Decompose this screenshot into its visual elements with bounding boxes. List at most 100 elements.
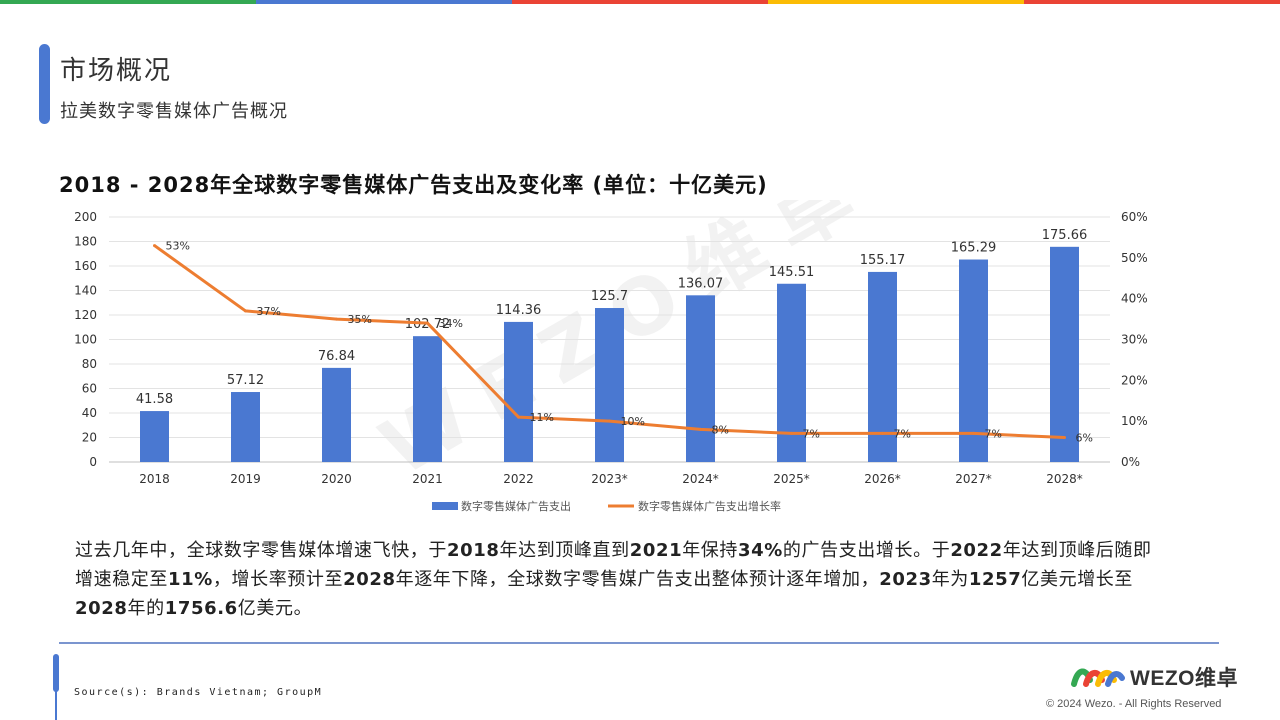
x-tick-label: 2024*: [682, 472, 719, 486]
y-left-tick-label: 0: [89, 455, 97, 469]
line-value-label: 7%: [985, 427, 1002, 440]
line-value-label: 34%: [439, 317, 463, 330]
y-right-tick-label: 40%: [1121, 292, 1148, 306]
line-value-label: 37%: [257, 305, 281, 318]
line-value-label: 53%: [166, 240, 190, 253]
footer-divider: [59, 642, 1219, 644]
bar-value-label: 165.29: [951, 241, 997, 256]
bar: [959, 259, 988, 462]
y-right-tick-label: 10%: [1121, 414, 1148, 428]
y-left-tick-label: 20: [82, 431, 97, 445]
top-bar-segment: [1024, 0, 1280, 4]
summary-paragraph: 过去几年中，全球数字零售媒体增速飞快，于2018年达到顶峰直到2021年保持34…: [75, 536, 1165, 623]
x-tick-label: 2018: [139, 472, 170, 486]
x-tick-label: 2028*: [1046, 472, 1083, 486]
x-tick-label: 2021: [412, 472, 443, 486]
summary-text: ，增长率预计至: [212, 569, 344, 590]
wezo-logo-icon: [1071, 668, 1125, 687]
brand-logo: WEZO维卓: [1070, 662, 1238, 692]
line-value-label: 6%: [1076, 432, 1093, 445]
bar-value-label: 114.36: [496, 303, 542, 318]
line-value-label: 35%: [348, 313, 372, 326]
summary-highlight: 34%: [738, 540, 783, 561]
legend-label: 数字零售媒体广告支出增长率: [638, 499, 781, 513]
x-tick-label: 2022: [503, 472, 534, 486]
y-right-tick-label: 0%: [1121, 455, 1140, 469]
bar-value-label: 125.7: [591, 289, 628, 304]
x-tick-label: 2025*: [773, 472, 810, 486]
summary-highlight: 2021: [629, 540, 683, 561]
summary-highlight: 2022: [950, 540, 1003, 561]
copyright-text: © 2024 Wezo. - All Rights Reserved: [1046, 698, 1222, 710]
summary-text: 亿美元。: [237, 598, 313, 619]
y-right-tick-label: 50%: [1121, 251, 1148, 265]
line-point: [426, 321, 429, 325]
legend-label: 数字零售媒体广告支出: [461, 499, 571, 513]
bar: [504, 321, 533, 462]
line-point: [1063, 436, 1066, 439]
line-point: [153, 244, 156, 248]
summary-text: 年为: [931, 569, 969, 590]
x-tick-label: 2026*: [864, 472, 901, 486]
line-point: [608, 419, 611, 423]
bar-value-label: 76.84: [318, 349, 355, 364]
watermark-text: WEZO维卓: [366, 200, 887, 494]
line-point: [699, 427, 702, 431]
top-bar-segment: [768, 0, 1024, 4]
bar: [686, 295, 715, 462]
logo-wordmark: WEZO维卓: [1130, 667, 1238, 690]
footer-accent-bar: [53, 654, 59, 692]
chart-title: 2018 - 2028年全球数字零售媒体广告支出及变化率 (单位：十亿美元): [59, 173, 768, 197]
y-left-tick-label: 100: [74, 333, 97, 347]
summary-text: 的广告支出增长。于: [782, 540, 951, 561]
line-value-label: 8%: [712, 423, 729, 436]
line-point: [244, 309, 247, 313]
y-left-tick-label: 200: [74, 210, 97, 224]
page-subtitle: 拉美数字零售媒体广告概况: [60, 101, 288, 122]
summary-highlight: 2023: [879, 569, 932, 590]
bar: [868, 271, 897, 462]
y-left-tick-label: 180: [74, 235, 97, 249]
bar: [413, 336, 442, 462]
summary-text: 年达到顶峰后随即增速稳定至: [75, 540, 1152, 590]
summary-highlight: 2018: [447, 540, 500, 561]
x-tick-label: 2023*: [591, 472, 628, 486]
y-left-tick-label: 160: [74, 259, 97, 273]
summary-text: 年保持: [682, 540, 739, 561]
summary-text: 过去几年中，全球数字零售媒体增速飞快，于: [75, 540, 447, 561]
page-title: 市场概况: [60, 56, 173, 86]
y-right-tick-label: 60%: [1121, 210, 1148, 224]
line-point: [790, 431, 793, 435]
y-left-tick-label: 120: [74, 308, 97, 322]
summary-text: 年的: [127, 598, 165, 619]
bar: [231, 392, 260, 462]
bar-value-label: 57.12: [227, 373, 264, 388]
summary-text: 年达到顶峰直到: [499, 540, 630, 561]
summary-text: 亿美元增长至: [1021, 569, 1134, 590]
y-left-tick-label: 60: [82, 382, 97, 396]
summary-text: 年逐年下降，全球数字零售媒广告支出整体预计逐年增加，: [395, 569, 880, 590]
bar-value-label: 175.66: [1042, 228, 1088, 243]
top-bar-segment: [0, 0, 256, 4]
top-bar-segment: [512, 0, 768, 4]
summary-highlight: 2028: [75, 598, 128, 619]
y-left-tick-label: 40: [82, 406, 97, 420]
bar: [595, 308, 624, 462]
line-value-label: 7%: [803, 427, 820, 440]
bar: [322, 367, 351, 462]
line-value-label: 11%: [530, 411, 554, 424]
line-point: [972, 431, 975, 435]
source-note: Source(s): Brands Vietnam; GroupM: [74, 687, 323, 698]
y-left-tick-label: 80: [82, 357, 97, 371]
top-bar-segment: [256, 0, 512, 4]
y-right-tick-label: 20%: [1121, 373, 1148, 387]
top-color-bar: [0, 0, 1280, 4]
line-point: [517, 415, 520, 419]
y-left-tick-label: 140: [74, 284, 97, 298]
x-tick-label: 2020: [321, 472, 352, 486]
bar-value-label: 155.17: [860, 253, 906, 268]
line-point: [335, 317, 338, 321]
title-accent-bar: [39, 44, 50, 124]
summary-highlight: 11%: [168, 569, 213, 590]
summary-highlight: 1756.6: [164, 598, 238, 619]
